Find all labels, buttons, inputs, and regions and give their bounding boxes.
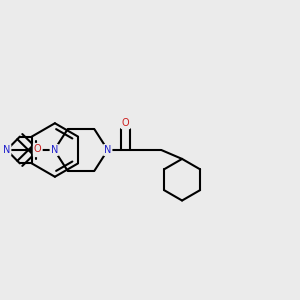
Text: O: O — [34, 144, 41, 154]
Text: O: O — [34, 146, 41, 156]
Text: N: N — [3, 145, 10, 155]
Text: O: O — [122, 118, 129, 128]
Text: N: N — [104, 145, 112, 155]
Text: N: N — [51, 145, 58, 155]
